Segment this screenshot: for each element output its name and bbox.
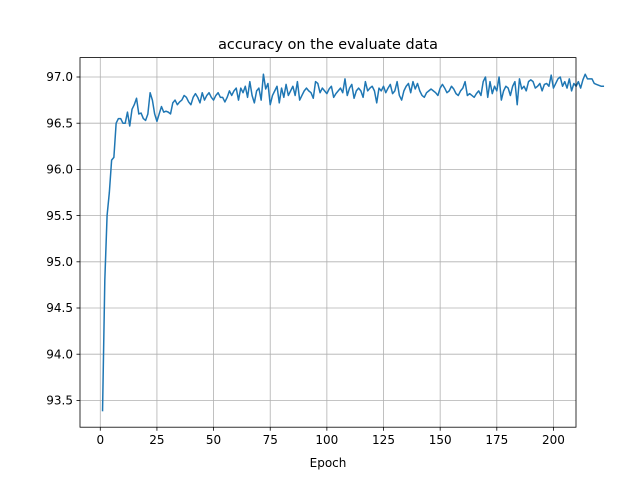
x-tick-label: 150 xyxy=(429,433,452,447)
y-tick-label: 93.5 xyxy=(46,394,73,408)
x-tick-label: 125 xyxy=(372,433,395,447)
chart-title: accuracy on the evaluate data xyxy=(218,37,438,53)
y-tick-label: 94.0 xyxy=(46,347,73,361)
x-tick-label: 175 xyxy=(485,433,508,447)
series-layer xyxy=(101,73,605,412)
x-tick-label: 100 xyxy=(315,433,338,447)
y-tick-label: 94.5 xyxy=(46,301,73,315)
y-tick-label: 97.0 xyxy=(46,70,73,84)
x-axis-label: Epoch xyxy=(310,456,347,470)
y-tick-label: 96.5 xyxy=(46,116,73,130)
y-tick-label: 96.0 xyxy=(46,163,73,177)
x-tick-label: 25 xyxy=(149,433,164,447)
x-tick-label: 0 xyxy=(96,433,104,447)
ticks: 0 25 50 75 100 125 150 175 200 93.5 94.0 94.5 95.0 95… xyxy=(46,70,565,447)
accuracy-line xyxy=(101,73,605,412)
y-tick-label: 95.5 xyxy=(46,209,73,223)
x-tick-label: 75 xyxy=(263,433,278,447)
grid xyxy=(80,57,576,428)
x-tick-label: 200 xyxy=(542,433,565,447)
plot-frame xyxy=(79,57,577,428)
x-tick-label: 50 xyxy=(206,433,221,447)
y-tick-label: 95.0 xyxy=(46,255,73,269)
